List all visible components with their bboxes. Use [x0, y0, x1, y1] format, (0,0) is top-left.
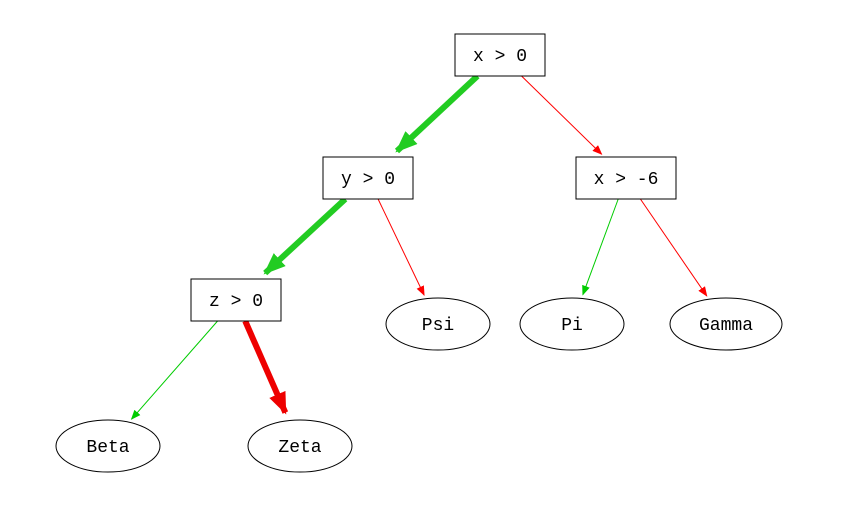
edge-root-y [397, 76, 477, 151]
node-xm6-label: x > -6 [594, 170, 659, 190]
node-zeta: Zeta [248, 420, 352, 472]
edge-z-zeta [245, 321, 285, 413]
node-zeta-label: Zeta [278, 438, 321, 458]
node-y: y > 0 [323, 157, 413, 199]
edge-y-z [265, 199, 345, 273]
edge-xm6-gamma [640, 199, 706, 296]
node-beta-label: Beta [86, 438, 129, 458]
node-root-label: x > 0 [473, 47, 527, 67]
node-psi: Psi [386, 298, 490, 350]
node-z-label: z > 0 [209, 292, 263, 312]
edge-z-beta [132, 321, 218, 419]
node-gamma-label: Gamma [699, 316, 753, 336]
node-root: x > 0 [455, 34, 545, 76]
node-pi: Pi [520, 298, 624, 350]
node-gamma: Gamma [670, 298, 782, 350]
node-beta: Beta [56, 420, 160, 472]
node-y-label: y > 0 [341, 170, 395, 190]
node-pi-label: Pi [561, 316, 583, 336]
decision-tree-diagram: x > 0 y > 0 x > -6 z > 0 Psi Pi Gamma Beta Zeta [0, 0, 857, 525]
node-psi-label: Psi [422, 316, 454, 336]
edge-xm6-pi [583, 199, 618, 295]
node-xm6: x > -6 [576, 157, 676, 199]
nodes-layer: x > 0 y > 0 x > -6 z > 0 Psi Pi Gamma Beta Zeta [56, 34, 782, 472]
edge-y-psi [378, 199, 424, 295]
edge-root-xm6 [522, 76, 602, 154]
node-z: z > 0 [191, 279, 281, 321]
edges-layer [132, 76, 707, 419]
